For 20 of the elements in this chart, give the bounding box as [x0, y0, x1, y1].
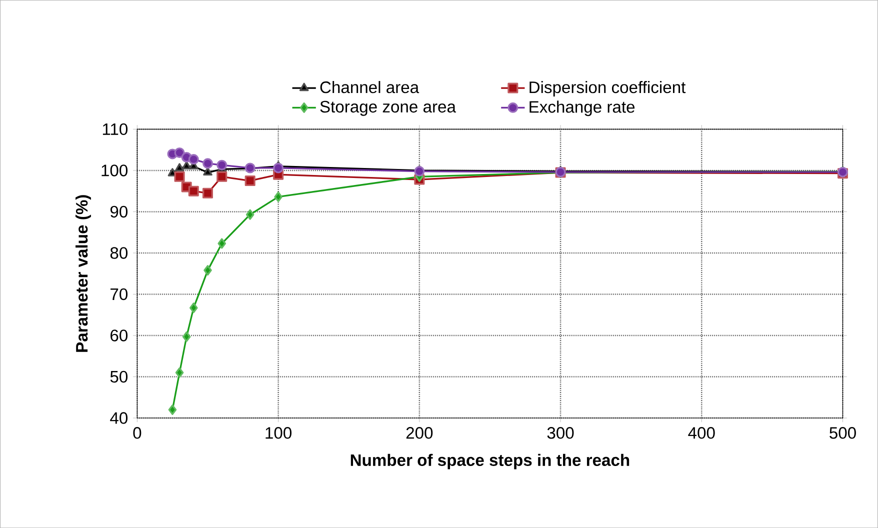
y-tick-label: 40	[110, 412, 128, 424]
y-tick-label: 110	[102, 123, 128, 135]
legend-label: Channel area	[320, 80, 420, 94]
y-axis-title: Parameter value (%)	[76, 195, 91, 352]
y-tick-label: 50	[110, 370, 128, 383]
x-tick-label: 500	[830, 426, 856, 439]
x-tick-label: 400	[688, 426, 715, 439]
x-tick-label: 0	[133, 426, 142, 439]
legend-label: Storage zone area	[320, 100, 456, 116]
y-tick-label: 70	[110, 288, 128, 300]
y-tick-label: 80	[110, 246, 128, 259]
y-tick-label: 100	[102, 164, 128, 176]
y-tick-label: 90	[110, 206, 128, 218]
x-tick-label: 300	[547, 426, 574, 439]
x-axis-title: Number of space steps in the reach	[350, 454, 630, 470]
legend-label: Exchange rate	[530, 100, 635, 116]
y-tick-label: 60	[110, 330, 128, 342]
legend-label: Dispersion coefficient	[530, 80, 686, 96]
x-tick-label: 200	[406, 426, 433, 439]
x-tick-label: 100	[266, 426, 292, 439]
